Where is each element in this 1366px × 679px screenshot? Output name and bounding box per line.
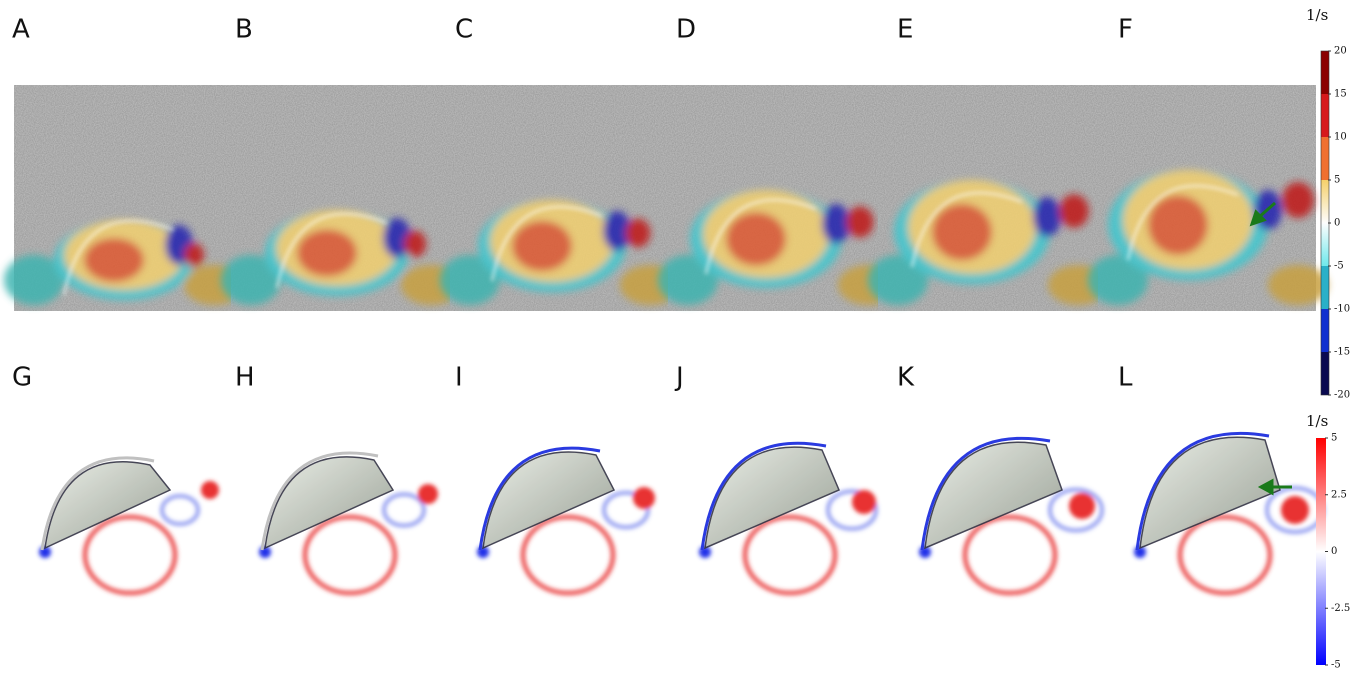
ring xyxy=(523,517,613,593)
panels: A B C D E F G H I J K L xyxy=(4,15,1328,594)
blob xyxy=(512,221,572,271)
tick-label: 20 xyxy=(1334,46,1347,57)
core xyxy=(201,481,219,499)
bell xyxy=(265,457,393,548)
blob xyxy=(1059,194,1089,228)
colorbar xyxy=(1316,438,1326,665)
colorbar-unit: 1/s xyxy=(1306,412,1328,430)
tick-label: 0 xyxy=(1331,546,1337,557)
blob xyxy=(726,212,786,266)
ring xyxy=(162,496,198,524)
blob xyxy=(1033,197,1061,237)
ring xyxy=(745,517,835,593)
core xyxy=(1069,493,1095,519)
blob xyxy=(84,238,144,282)
panel-label: H xyxy=(235,363,255,393)
tick-label: 10 xyxy=(1334,132,1347,143)
colorbar xyxy=(1321,51,1329,395)
blob xyxy=(404,231,426,257)
tick-label: -2.5 xyxy=(1331,603,1350,614)
ring xyxy=(85,517,175,593)
colorbar-unit: 1/s xyxy=(1306,6,1328,24)
core xyxy=(633,487,655,509)
panel-label: K xyxy=(897,363,915,393)
panel-label: D xyxy=(676,15,696,45)
tick-label: -20 xyxy=(1334,390,1350,401)
blob xyxy=(297,229,357,276)
bell xyxy=(45,462,170,548)
bell xyxy=(483,452,614,548)
panel-label: I xyxy=(455,363,463,393)
tick-label: -15 xyxy=(1334,347,1350,358)
tick-label: -5 xyxy=(1334,261,1344,272)
core xyxy=(852,490,876,514)
panel-label: L xyxy=(1118,363,1133,393)
panel-label: G xyxy=(12,363,32,393)
blob xyxy=(822,204,850,244)
tick-label: 5 xyxy=(1334,175,1340,186)
panel-label: C xyxy=(455,15,473,45)
tick-label: 15 xyxy=(1334,89,1347,100)
tick-label: 2.5 xyxy=(1331,489,1347,500)
figure: A B C D E F G H I J K L 1/s 1/s 20 15 10 5 0 -5 -10 -15 -20… xyxy=(0,0,1366,679)
blob xyxy=(932,204,992,261)
blob xyxy=(1148,195,1208,255)
panel-label: A xyxy=(12,15,30,45)
tick-label: 0 xyxy=(1334,218,1340,229)
ring xyxy=(305,517,395,593)
blob xyxy=(1282,182,1314,218)
ring xyxy=(384,494,424,525)
tick-label: -5 xyxy=(1331,660,1341,671)
blob xyxy=(184,243,204,267)
ring xyxy=(1180,517,1270,593)
bell xyxy=(925,442,1062,548)
tick-label: 5 xyxy=(1331,433,1337,444)
panel-label: B xyxy=(235,15,253,45)
panel-label: J xyxy=(674,363,684,393)
blob xyxy=(1268,265,1328,305)
panel-label: E xyxy=(897,15,913,45)
core xyxy=(418,484,438,504)
panel-label: F xyxy=(1118,15,1133,45)
bell xyxy=(705,447,839,548)
blob xyxy=(626,219,651,248)
tick-label: -10 xyxy=(1334,304,1350,315)
blob xyxy=(846,206,873,237)
core xyxy=(1281,496,1309,524)
ring xyxy=(965,517,1055,593)
